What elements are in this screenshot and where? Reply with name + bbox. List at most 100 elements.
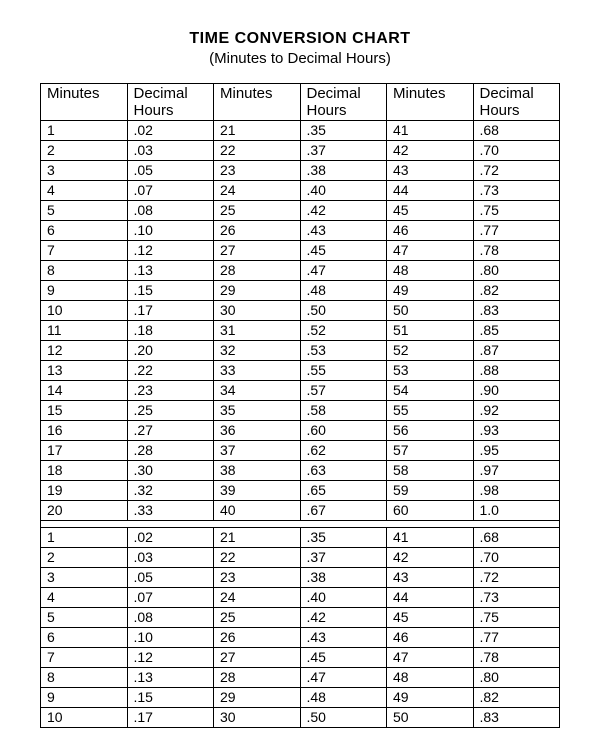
- table-row: 8.1328.4748.80: [41, 261, 560, 281]
- table-cell: 46: [387, 221, 474, 241]
- table-cell: .05: [127, 161, 214, 181]
- table-cell: .87: [473, 341, 560, 361]
- table-cell: .02: [127, 528, 214, 548]
- table-cell: 46: [387, 628, 474, 648]
- table-cell: .45: [300, 648, 387, 668]
- table-body: 1.0221.3541.682.0322.3742.703.0523.3843.…: [41, 121, 560, 728]
- table-cell: 24: [214, 181, 301, 201]
- table-cell: .07: [127, 181, 214, 201]
- table-cell: 2: [41, 141, 128, 161]
- table-cell: .07: [127, 588, 214, 608]
- table-row: 5.0825.4245.75: [41, 608, 560, 628]
- table-cell: 48: [387, 261, 474, 281]
- table-cell: .95: [473, 441, 560, 461]
- table-cell: .32: [127, 481, 214, 501]
- table-cell: .78: [473, 241, 560, 261]
- table-cell: .35: [300, 121, 387, 141]
- table-cell: 23: [214, 161, 301, 181]
- table-cell: 26: [214, 628, 301, 648]
- table-cell: .13: [127, 668, 214, 688]
- table-cell: .77: [473, 628, 560, 648]
- table-row: 12.2032.5352.87: [41, 341, 560, 361]
- table-row: 2.0322.3742.70: [41, 548, 560, 568]
- table-row: 16.2736.6056.93: [41, 421, 560, 441]
- table-cell: 44: [387, 181, 474, 201]
- table-cell: .40: [300, 181, 387, 201]
- table-cell: .80: [473, 261, 560, 281]
- table-cell: 41: [387, 121, 474, 141]
- table-cell: .43: [300, 628, 387, 648]
- table-cell: 38: [214, 461, 301, 481]
- col-header: Decimal Hours: [300, 84, 387, 121]
- table-cell: .75: [473, 608, 560, 628]
- table-cell: 60: [387, 501, 474, 521]
- table-cell: .15: [127, 688, 214, 708]
- table-cell: .73: [473, 588, 560, 608]
- table-cell: .88: [473, 361, 560, 381]
- table-cell: .92: [473, 401, 560, 421]
- table-row: 15.2535.5855.92: [41, 401, 560, 421]
- table-cell: 8: [41, 261, 128, 281]
- table-cell: 41: [387, 528, 474, 548]
- table-cell: 42: [387, 548, 474, 568]
- table-cell: .03: [127, 141, 214, 161]
- table-cell: .67: [300, 501, 387, 521]
- table-row: 7.1227.4547.78: [41, 648, 560, 668]
- table-cell: .93: [473, 421, 560, 441]
- table-cell: 25: [214, 608, 301, 628]
- table-cell: .17: [127, 301, 214, 321]
- table-row: 1.0221.3541.68: [41, 121, 560, 141]
- table-row: 9.1529.4849.82: [41, 281, 560, 301]
- table-row: 14.2334.5754.90: [41, 381, 560, 401]
- table-cell: 4: [41, 588, 128, 608]
- table-cell: .38: [300, 568, 387, 588]
- table-cell: .22: [127, 361, 214, 381]
- table-cell: .78: [473, 648, 560, 668]
- table-cell: .43: [300, 221, 387, 241]
- table-cell: 54: [387, 381, 474, 401]
- table-cell: 14: [41, 381, 128, 401]
- table-cell: .70: [473, 141, 560, 161]
- table-cell: 22: [214, 548, 301, 568]
- table-cell: .48: [300, 281, 387, 301]
- table-cell: 24: [214, 588, 301, 608]
- table-row: 20.3340.67601.0: [41, 501, 560, 521]
- table-cell: .25: [127, 401, 214, 421]
- table-cell: .42: [300, 608, 387, 628]
- table-cell: .73: [473, 181, 560, 201]
- table-cell: 5: [41, 201, 128, 221]
- table-cell: 49: [387, 281, 474, 301]
- table-cell: 17: [41, 441, 128, 461]
- table-cell: 2: [41, 548, 128, 568]
- table-cell: 28: [214, 668, 301, 688]
- table-cell: .17: [127, 708, 214, 728]
- table-cell: .68: [473, 121, 560, 141]
- col-header: Decimal Hours: [127, 84, 214, 121]
- table-cell: 6: [41, 628, 128, 648]
- table-cell: 51: [387, 321, 474, 341]
- table-cell: 32: [214, 341, 301, 361]
- table-cell: 43: [387, 161, 474, 181]
- table-cell: 1: [41, 528, 128, 548]
- table-cell: 39: [214, 481, 301, 501]
- table-cell: 45: [387, 608, 474, 628]
- table-cell: 47: [387, 648, 474, 668]
- table-cell: .83: [473, 301, 560, 321]
- table-cell: 48: [387, 668, 474, 688]
- table-cell: 28: [214, 261, 301, 281]
- table-cell: 20: [41, 501, 128, 521]
- table-cell: 56: [387, 421, 474, 441]
- table-cell: 49: [387, 688, 474, 708]
- table-row: 8.1328.4748.80: [41, 668, 560, 688]
- col-header: Decimal Hours: [473, 84, 560, 121]
- table-row: 17.2837.6257.95: [41, 441, 560, 461]
- table-cell: .90: [473, 381, 560, 401]
- table-cell: 13: [41, 361, 128, 381]
- table-cell: .58: [300, 401, 387, 421]
- table-cell: .97: [473, 461, 560, 481]
- table-cell: .38: [300, 161, 387, 181]
- table-cell: 40: [214, 501, 301, 521]
- table-row: 1.0221.3541.68: [41, 528, 560, 548]
- table-cell: 44: [387, 588, 474, 608]
- table-cell: 16: [41, 421, 128, 441]
